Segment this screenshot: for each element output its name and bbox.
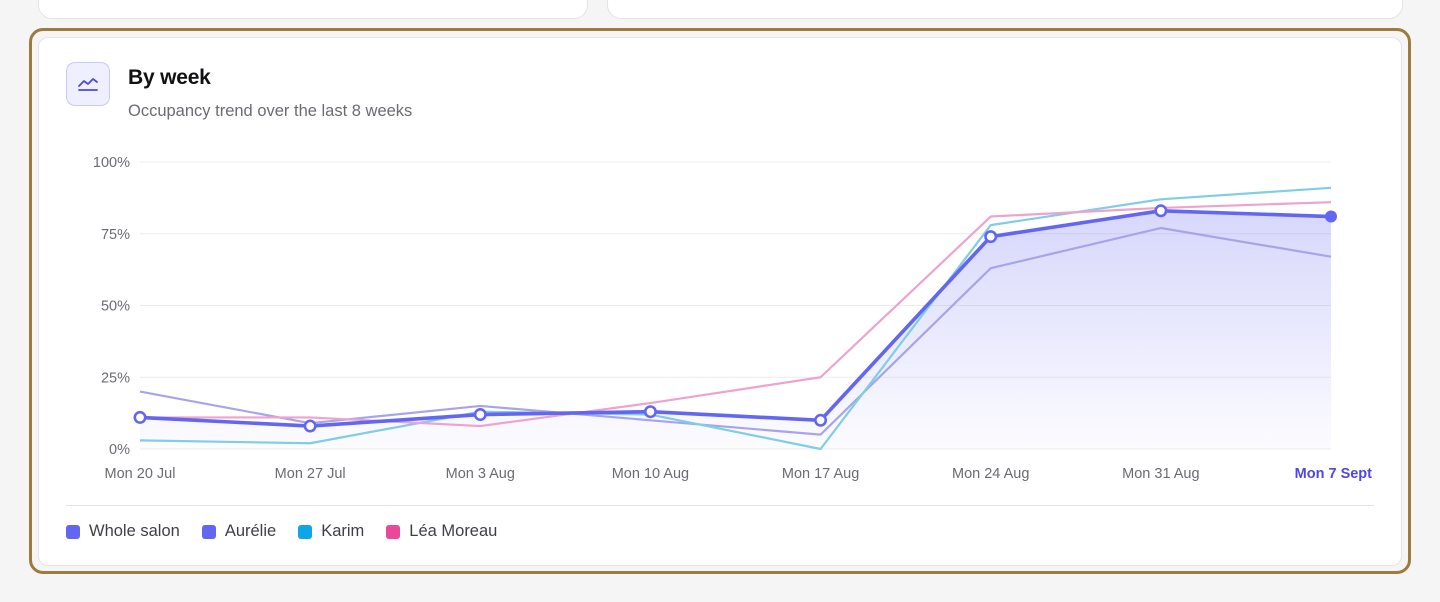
- data-point: [303, 419, 317, 433]
- series-line-l-a-moreau: [140, 201, 1332, 428]
- legend-divider: [66, 505, 1374, 506]
- selection-frame: [29, 28, 1411, 574]
- whole-salon-area: [140, 210, 1331, 449]
- data-point: [1154, 204, 1168, 218]
- data-point: [473, 408, 487, 422]
- legend-item-karim[interactable]: Karim: [298, 522, 364, 541]
- legend-label: Karim: [321, 522, 365, 540]
- data-point-current: [1325, 210, 1337, 223]
- legend-swatch: [66, 524, 80, 539]
- y-tick-label: 50%: [101, 299, 130, 315]
- data-point: [133, 410, 147, 424]
- legend-item-aurelie[interactable]: Aurélie: [201, 522, 277, 541]
- chart-legend: Whole salon Aurélie Karim Léa Moreau: [66, 522, 497, 541]
- line-chart-icon: [66, 62, 110, 106]
- legend-item-lea-moreau[interactable]: Léa Moreau: [386, 522, 497, 541]
- data-point: [643, 405, 657, 419]
- y-tick-label: 25%: [101, 370, 130, 386]
- legend-label: Léa Moreau: [409, 522, 498, 540]
- data-point: [984, 230, 998, 244]
- y-tick-label: 0%: [109, 442, 130, 458]
- x-tick-label: Mon 27 Jul: [275, 466, 346, 482]
- x-tick-label: Mon 20 Jul: [105, 466, 176, 482]
- x-tick-label: Mon 3 Aug: [446, 466, 515, 482]
- series-line-karim: [139, 186, 1332, 451]
- x-tick-label: Mon 24 Aug: [952, 466, 1029, 482]
- y-tick-label: 75%: [101, 227, 130, 243]
- data-point: [814, 413, 828, 427]
- series-line-aur-lie: [139, 226, 1332, 436]
- y-tick-label: 100%: [93, 155, 130, 171]
- legend-swatch: [386, 524, 401, 539]
- x-tick-label: Mon 31 Aug: [1122, 466, 1199, 482]
- card-subtitle: Occupancy trend over the last 8 weeks: [128, 102, 413, 120]
- x-tick-label: Mon 10 Aug: [612, 466, 689, 482]
- legend-label: Whole salon: [89, 522, 180, 540]
- x-tick-label: Mon 7 Sept: [1295, 466, 1373, 482]
- legend-swatch: [201, 524, 216, 539]
- series-line-whole-salon: [138, 208, 1333, 428]
- card-title: By week: [128, 66, 211, 89]
- legend-label: Aurélie: [224, 522, 277, 540]
- x-tick-label: Mon 17 Aug: [782, 466, 859, 482]
- legend-item-whole-salon[interactable]: Whole salon: [66, 522, 180, 541]
- legend-swatch: [298, 524, 313, 539]
